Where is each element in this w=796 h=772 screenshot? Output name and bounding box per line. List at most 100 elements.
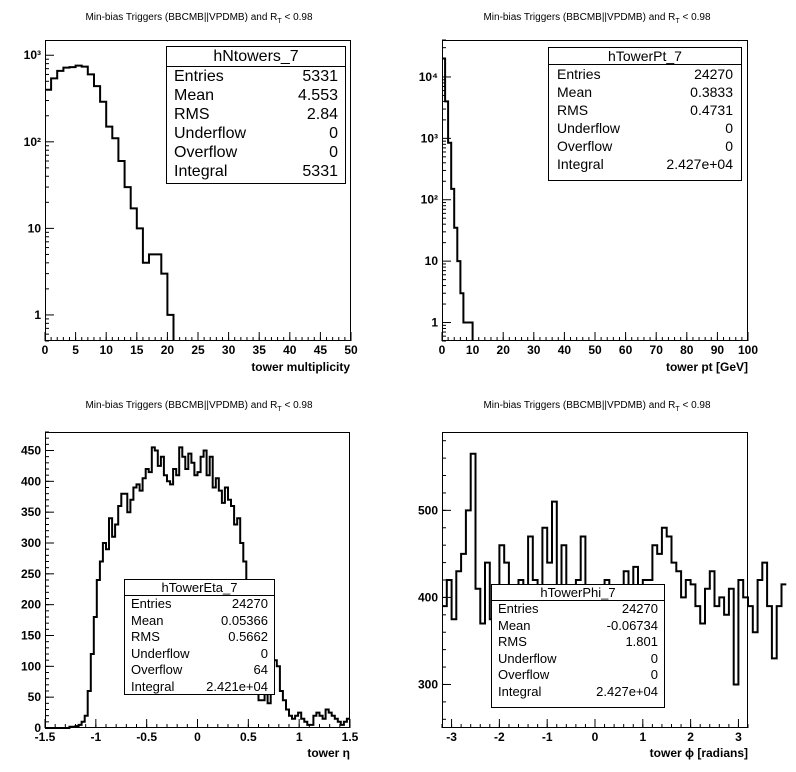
stats-row-integral: Integral 2.427e+04 bbox=[492, 684, 664, 701]
x-tick-label: 5 bbox=[72, 343, 79, 357]
x-tick-label: 30 bbox=[222, 343, 236, 357]
y-tick-label: 400 bbox=[418, 590, 438, 604]
stats-value: 24270 bbox=[694, 66, 733, 82]
stats-row-underflow: Underflow 0 bbox=[125, 646, 274, 663]
pad-title-tail: < 0.98 bbox=[679, 400, 711, 411]
stats-value: 0.4731 bbox=[690, 102, 733, 118]
stats-label: Overflow bbox=[131, 662, 183, 677]
stats-label: Entries bbox=[557, 66, 601, 82]
x-tick-label: 70 bbox=[650, 343, 664, 357]
y-tick-label: 250 bbox=[21, 567, 41, 581]
stats-box: hTowerPt_7 Entries 24270 Mean 0.3833 RMS 0.… bbox=[548, 47, 742, 181]
stats-value: 2.427e+04 bbox=[596, 683, 658, 699]
x-tick-label: 1 bbox=[639, 730, 646, 744]
stats-label: Mean bbox=[498, 617, 531, 633]
x-tick-label: 20 bbox=[161, 343, 175, 357]
y-tick-label: 10 bbox=[425, 254, 439, 268]
x-tick-label: -1 bbox=[542, 730, 553, 744]
pad-title-sub: T bbox=[675, 406, 680, 413]
stats-value: 0 bbox=[329, 125, 338, 142]
stats-value: 0 bbox=[650, 650, 658, 666]
y-tick-label: 100 bbox=[21, 659, 41, 673]
y-tick-label: 1 bbox=[34, 308, 41, 322]
x-tick-label: 40 bbox=[283, 343, 297, 357]
stats-value: 24270 bbox=[621, 601, 658, 616]
x-tick-label: 1 bbox=[296, 730, 303, 744]
stats-row-entries: Entries 24270 bbox=[492, 601, 664, 618]
x-tick-label: 3 bbox=[735, 730, 742, 744]
x-tick-label: 1.5 bbox=[342, 730, 359, 744]
x-tick-label: 10 bbox=[100, 343, 114, 357]
stats-value: 5331 bbox=[302, 68, 338, 85]
y-tick-label: 450 bbox=[21, 444, 41, 458]
stats-row-mean: Mean 0.05366 bbox=[125, 613, 274, 630]
x-tick-label: -1.5 bbox=[35, 730, 56, 744]
x-tick-label: 45 bbox=[314, 343, 328, 357]
stats-value: 0 bbox=[725, 138, 733, 154]
y-tick-label: 10 bbox=[28, 221, 42, 235]
stats-row-integral: Integral 2.427e+04 bbox=[549, 155, 741, 173]
stats-label: Integral bbox=[557, 156, 604, 172]
stats-label: Underflow bbox=[131, 645, 190, 661]
stats-row-mean: Mean 0.3833 bbox=[549, 83, 741, 101]
stats-row-rms: RMS 0.5662 bbox=[125, 629, 274, 646]
stats-label: Underflow bbox=[498, 650, 557, 666]
stats-label: Underflow bbox=[174, 125, 247, 142]
stats-value: 4.553 bbox=[297, 87, 338, 104]
pad-title-sub: T bbox=[277, 18, 282, 25]
stats-box: hNtowers_7 Entries 5331 Mean 4.553 RMS 2.84… bbox=[166, 46, 346, 184]
stats-row-underflow: Underflow 0 bbox=[549, 119, 741, 137]
stats-row-entries: Entries 5331 bbox=[167, 67, 345, 86]
histogram-line bbox=[442, 57, 474, 341]
stats-value: 0.5662 bbox=[228, 629, 268, 644]
stats-value: 0 bbox=[725, 120, 733, 136]
pad-towerphi: Min-bias Triggers (BBCMB||VPDMB) and RT … bbox=[398, 386, 796, 772]
stats-row-overflow: Overflow 0 bbox=[492, 667, 664, 684]
x-tick-label: 20 bbox=[497, 343, 511, 357]
y-tick-label: 10² bbox=[421, 193, 438, 207]
pad-towereta: Min-bias Triggers (BBCMB||VPDMB) and RT … bbox=[0, 386, 398, 772]
histogram-ntowers: 0 5 10 15 20 25 30 35 40 45 50 1 10 10² 10³ bbox=[24, 48, 358, 357]
pad-title-tail: < 0.98 bbox=[281, 400, 313, 411]
stats-row-rms: RMS 2.84 bbox=[167, 105, 345, 124]
stats-value: 2.84 bbox=[306, 106, 338, 123]
x-tick-label: 80 bbox=[680, 343, 694, 357]
y-tick-label: 150 bbox=[21, 629, 41, 643]
x-tick-label: 0 bbox=[592, 730, 599, 744]
histogram-line bbox=[45, 446, 350, 729]
stats-title: hTowerPhi_7 bbox=[492, 585, 664, 601]
pad-title-text: Min-bias Triggers (BBCMB||VPDMB) and R bbox=[85, 400, 278, 411]
x-tick-label: 50 bbox=[344, 343, 358, 357]
pad-ntowers: Min-bias Triggers (BBCMB||VPDMB) and RT … bbox=[0, 0, 398, 386]
y-tick-label: 10³ bbox=[421, 131, 438, 145]
pad-title-tail: < 0.98 bbox=[679, 12, 711, 23]
x-tick-label: 90 bbox=[711, 343, 725, 357]
x-tick-label: 100 bbox=[738, 343, 758, 357]
pad-title-sub: T bbox=[675, 18, 680, 25]
x-axis-label: tower pt [GeV] bbox=[665, 360, 748, 374]
stats-value: 64 bbox=[253, 662, 268, 677]
pad-title: Min-bias Triggers (BBCMB||VPDMB) and RT … bbox=[0, 400, 398, 413]
stats-label: Mean bbox=[557, 84, 593, 100]
stats-value: 2.421e+04 bbox=[206, 678, 268, 694]
stats-value: 1.801 bbox=[625, 634, 658, 649]
pad-title-sub: T bbox=[277, 406, 282, 413]
x-tick-label: -2 bbox=[494, 730, 505, 744]
y-tick-label: 10² bbox=[24, 135, 41, 149]
stats-title: hTowerEta_7 bbox=[125, 580, 274, 596]
stats-label: Integral bbox=[498, 683, 542, 699]
x-tick-label: 0 bbox=[194, 730, 201, 744]
stats-title: hTowerPt_7 bbox=[549, 48, 741, 65]
pad-title-text: Min-bias Triggers (BBCMB||VPDMB) and R bbox=[483, 400, 676, 411]
stats-row-overflow: Overflow 64 bbox=[125, 662, 274, 679]
y-tick-label: 50 bbox=[28, 690, 42, 704]
y-tick-label: 300 bbox=[21, 536, 41, 550]
y-tick-label: 0 bbox=[34, 721, 41, 735]
stats-label: Mean bbox=[174, 87, 215, 104]
y-tick-label: 10⁴ bbox=[419, 70, 438, 84]
stats-value: 0 bbox=[329, 144, 338, 161]
stats-row-overflow: Overflow 0 bbox=[549, 137, 741, 155]
stats-row-entries: Entries 24270 bbox=[549, 65, 741, 83]
pad-title: Min-bias Triggers (BBCMB||VPDMB) and RT … bbox=[0, 12, 398, 25]
x-tick-label: 60 bbox=[619, 343, 633, 357]
